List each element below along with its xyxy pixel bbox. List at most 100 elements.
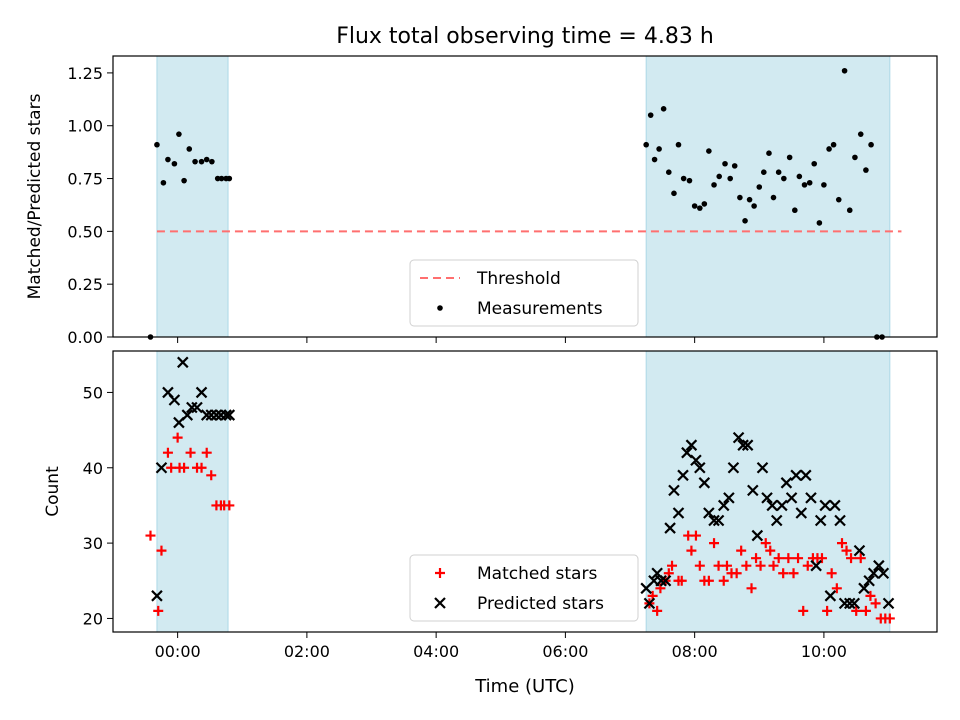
predicted-star-point <box>727 461 740 474</box>
matched-star-point <box>870 598 881 609</box>
matched-star-point <box>816 553 827 564</box>
matched-star-point <box>709 538 720 549</box>
matched-star-point <box>755 560 766 571</box>
matched-star-point <box>836 538 847 549</box>
predicted-star-point <box>877 567 890 580</box>
measurement-point <box>711 182 717 188</box>
measurement-point <box>675 141 682 148</box>
matched-star-point <box>185 447 196 458</box>
plot-frame <box>112 350 938 633</box>
matched-star-point <box>741 560 752 571</box>
measurement-point <box>760 169 767 176</box>
measurement-point <box>806 179 813 186</box>
predicted-star-point <box>698 477 711 489</box>
predicted-star-point <box>780 477 793 489</box>
matched-star-point <box>162 447 173 458</box>
measurement-point <box>198 158 205 165</box>
y-tick-label: 0.25 <box>67 275 103 294</box>
matched-star-point <box>156 545 167 556</box>
x-tick-label: 10:00 <box>801 642 847 661</box>
predicted-star-point <box>703 507 715 519</box>
predicted-star-point <box>867 567 880 580</box>
measurement-point <box>781 175 787 182</box>
y-tick-label: 0.75 <box>67 170 103 189</box>
predicted-star-point <box>790 469 802 482</box>
count-panel: 20 30 40 50 00:00 02:00 04:00 06:00 08:00 10:00 Co… <box>43 350 938 661</box>
predicted-star-point <box>168 394 181 406</box>
y-tick-label: 1.25 <box>67 64 103 83</box>
predicted-star-point <box>717 499 730 512</box>
measurement-point <box>835 196 842 203</box>
predicted-star-point <box>659 574 672 587</box>
matched-star-point <box>196 462 207 473</box>
measurement-point <box>826 146 832 152</box>
predicted-star-point <box>223 409 236 421</box>
matched-star-point <box>793 553 804 564</box>
predicted-star-point <box>814 514 827 527</box>
y-tick-label: 50 <box>83 383 103 402</box>
measurement-point <box>171 160 178 167</box>
predicted-star-point <box>708 514 720 527</box>
measurement-point <box>643 141 649 148</box>
matched-star-point <box>751 553 762 564</box>
measurement-point <box>737 194 743 201</box>
matched-star-point <box>846 553 857 564</box>
predicted-star-point <box>737 439 749 451</box>
predicted-star-point <box>882 597 895 610</box>
measurement-point <box>830 141 837 148</box>
x-tick-label: 06:00 <box>542 642 588 661</box>
predicted-star-point <box>712 514 725 527</box>
y-tick-label: 0.00 <box>67 328 103 347</box>
y-tick-label: 1.00 <box>67 117 103 136</box>
predicted-star-point <box>655 574 667 587</box>
legend-box <box>409 554 639 622</box>
y-tick-label: 30 <box>83 534 103 553</box>
measurement-point <box>214 175 221 182</box>
measurement-point <box>742 217 748 224</box>
measurement-point <box>792 207 798 214</box>
matched-star-point <box>760 538 771 549</box>
y-tick-label: 40 <box>83 459 103 478</box>
predicted-star-point <box>805 492 817 504</box>
measurement-point <box>680 175 687 182</box>
legend-label: Threshold <box>476 269 561 289</box>
measurement-point <box>868 141 874 148</box>
predicted-star-point <box>785 492 798 504</box>
matched-star-point <box>224 500 235 511</box>
legend-measurement-swatch <box>437 305 443 311</box>
measurement-point <box>731 163 738 169</box>
measurement-point <box>746 196 753 203</box>
matched-star-point <box>667 560 678 571</box>
matched-star-point <box>153 605 164 616</box>
predicted-star-point <box>795 507 808 519</box>
measurement-point <box>701 201 708 207</box>
predicted-star-point <box>200 409 213 421</box>
predicted-star-point <box>756 461 769 474</box>
matched-star-point <box>676 575 687 586</box>
predicted-star-point <box>751 529 764 542</box>
figure-title: Flux total observing time = 4.83 h <box>336 24 714 49</box>
matched-star-point <box>703 575 714 586</box>
legend-label: Matched stars <box>477 564 597 584</box>
measurement-point <box>841 67 848 74</box>
measurement-point <box>647 112 654 118</box>
predicted-star-point <box>843 597 856 610</box>
matched-star-point <box>831 583 842 594</box>
measurement-point <box>756 184 763 190</box>
matched-star-point <box>788 568 799 579</box>
predicted-star-point <box>210 409 223 421</box>
predicted-star-point <box>723 492 735 504</box>
predicted-star-point <box>151 590 163 602</box>
matched-star-point <box>765 545 776 556</box>
measurement-point <box>176 131 182 137</box>
matched-star-point <box>851 605 862 616</box>
predicted-star-point <box>741 439 754 451</box>
matched-star-point <box>746 583 757 594</box>
measurement-point <box>811 160 818 167</box>
predicted-star-point <box>858 582 870 595</box>
predicted-star-point <box>800 469 812 482</box>
measurement-point <box>697 205 703 211</box>
ratio-panel: 0.00 0.25 0.50 0.75 1.00 1.25 Matched/Predicte… <box>25 55 938 347</box>
x-tick-label: 08:00 <box>672 642 718 661</box>
predicted-star-point <box>195 386 208 399</box>
